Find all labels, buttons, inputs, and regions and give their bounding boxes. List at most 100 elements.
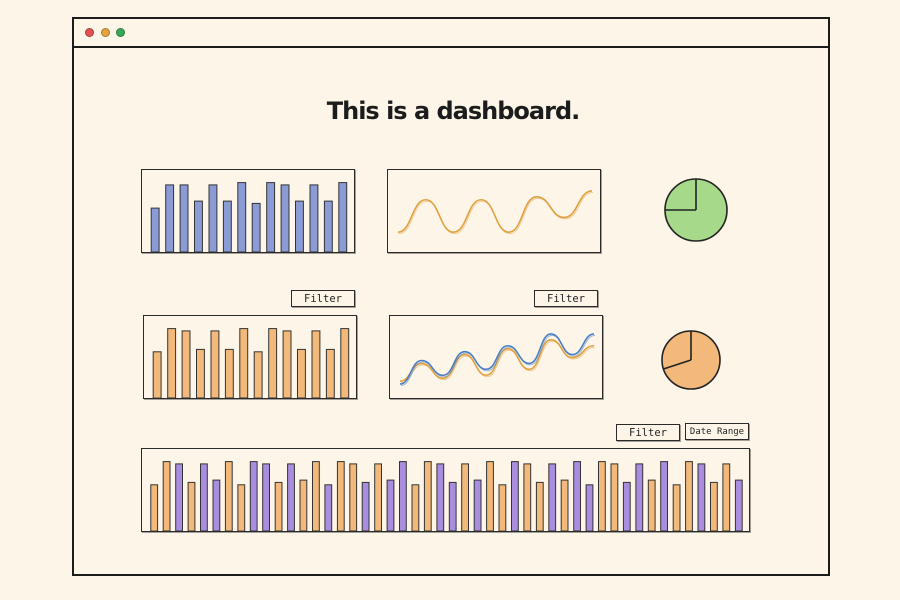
- bar: [622, 481, 631, 531]
- bar: [222, 200, 232, 252]
- line-chart-double: [389, 315, 603, 399]
- bar: [224, 348, 234, 398]
- bar: [196, 348, 205, 398]
- bar: [295, 200, 304, 252]
- bar: [473, 479, 482, 531]
- line-series: [399, 333, 595, 385]
- bar: [152, 351, 162, 398]
- bar: [266, 182, 276, 252]
- bar-chart-wide-svg: [150, 461, 743, 531]
- bar: [411, 484, 420, 531]
- bar: [150, 207, 160, 252]
- date-range-button[interactable]: Date Range: [685, 423, 749, 440]
- bar-chart-wide: [141, 448, 750, 532]
- bar: [262, 463, 270, 531]
- pie-chart-orange: [661, 330, 721, 390]
- bar: [498, 484, 507, 531]
- bar: [282, 330, 292, 398]
- bar: [548, 463, 557, 531]
- bar: [208, 184, 218, 252]
- bar: [635, 463, 644, 531]
- bar-chart-blue-svg: [150, 182, 348, 252]
- bar: [309, 184, 319, 252]
- bar: [179, 184, 189, 252]
- bar: [312, 461, 320, 531]
- line-series: [397, 190, 593, 234]
- line-chart-single-svg: [397, 190, 594, 235]
- bar: [647, 479, 656, 531]
- bar: [374, 463, 382, 531]
- bar: [239, 328, 249, 398]
- bar-chart-blue: [141, 169, 355, 253]
- bar: [249, 461, 258, 531]
- bar: [685, 461, 693, 531]
- bar: [324, 484, 333, 531]
- line-chart-single: [387, 169, 601, 253]
- bar: [181, 330, 191, 398]
- maximize-dot-icon[interactable]: [116, 28, 125, 37]
- filter-button-3[interactable]: Filter: [616, 424, 680, 441]
- bar-chart-orange-svg: [152, 328, 350, 398]
- bar: [280, 184, 290, 252]
- bar: [212, 479, 221, 531]
- filter-button-1[interactable]: Filter: [291, 290, 355, 307]
- bar: [224, 461, 233, 531]
- bar: [598, 461, 606, 531]
- bar: [200, 463, 208, 531]
- bar: [323, 200, 333, 252]
- bar: [486, 461, 494, 531]
- bar: [237, 484, 246, 531]
- bar: [251, 202, 261, 252]
- bar-chart-orange: [143, 315, 357, 399]
- bar: [299, 479, 308, 531]
- bar: [338, 182, 348, 252]
- minimize-dot-icon[interactable]: [101, 28, 110, 37]
- bar: [697, 463, 706, 531]
- filter-button-2[interactable]: Filter: [534, 290, 598, 307]
- bar: [349, 463, 358, 531]
- window-titlebar: [74, 19, 828, 48]
- bar: [660, 461, 669, 531]
- bar: [336, 461, 345, 531]
- bar: [361, 481, 370, 531]
- bar: [187, 481, 196, 531]
- bar: [340, 328, 350, 398]
- bar: [710, 481, 718, 531]
- bar: [274, 481, 283, 531]
- bar: [297, 348, 306, 398]
- bar: [253, 351, 263, 398]
- bar: [268, 328, 278, 398]
- line-chart-double-svg: [399, 333, 596, 386]
- bar: [165, 184, 175, 252]
- bar: [162, 461, 171, 531]
- close-dot-icon[interactable]: [85, 28, 94, 37]
- bar: [573, 461, 582, 531]
- line-series-sketch: [400, 335, 596, 386]
- bar: [461, 463, 470, 531]
- bar: [523, 463, 532, 531]
- line-series-sketch: [398, 192, 594, 235]
- bar: [237, 182, 247, 252]
- bar: [535, 481, 544, 531]
- page-title: This is a dashboard.: [326, 97, 580, 125]
- bar: [210, 330, 220, 398]
- bar: [610, 463, 619, 531]
- bar: [167, 328, 177, 398]
- bar: [399, 461, 407, 531]
- bar: [175, 463, 184, 531]
- bar: [287, 463, 295, 531]
- bar: [585, 484, 594, 531]
- browser-window: This is a dashboard. Filter Filter Filte…: [72, 17, 830, 576]
- pie-slice-edge: [663, 359, 692, 370]
- bar: [423, 461, 432, 531]
- bar: [560, 479, 569, 531]
- bar: [722, 463, 731, 531]
- bar: [311, 330, 321, 398]
- bar: [386, 479, 395, 531]
- bar: [150, 484, 159, 531]
- bar: [672, 484, 681, 531]
- bar: [734, 479, 743, 531]
- bar: [511, 461, 519, 531]
- bar: [194, 200, 203, 252]
- pie-chart-green: [664, 178, 728, 242]
